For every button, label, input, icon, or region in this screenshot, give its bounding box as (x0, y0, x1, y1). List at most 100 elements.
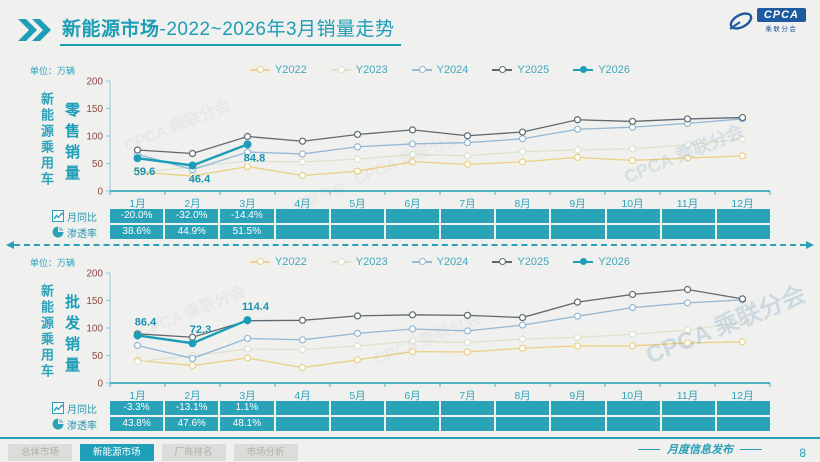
mom-cell (551, 209, 605, 223)
mom-cell (441, 401, 495, 415)
month-label: 6月 (404, 198, 421, 210)
legend-label: Y2024 (436, 64, 469, 76)
page-title-rest: -2022~2026年3月销量走势 (159, 19, 395, 40)
mom-cell: -20.0% (110, 209, 164, 223)
cpca-logo-text: CPCA (756, 8, 806, 22)
mom-cell (661, 401, 715, 415)
penetration-cell (716, 417, 770, 431)
left-arrow-icon (6, 241, 14, 249)
svg-text:50: 50 (92, 351, 104, 362)
mom-cell (716, 209, 770, 223)
footer-note-text: 月度信息发布 (667, 444, 733, 456)
month-label: 2月 (184, 198, 201, 210)
legend-marker-icon (411, 66, 432, 73)
legend-label: Y2024 (436, 256, 469, 268)
penetration-cell (385, 417, 439, 431)
cpca-logo: CPCA 乘联分会 (728, 8, 806, 33)
legend-item-y2026: Y2026 (573, 64, 630, 76)
svg-text:100: 100 (86, 132, 103, 143)
legend-item-y2023: Y2023 (330, 64, 388, 76)
header: 新能源市场-2022~2026年3月销量走势 (18, 14, 401, 46)
legend-marker-icon (492, 66, 513, 73)
penetration-cell: 38.6% (110, 225, 164, 239)
month-label: 1月 (129, 198, 146, 210)
penetration-cell (496, 225, 550, 239)
month-label: 5月 (349, 198, 366, 210)
legend-marker-icon (330, 258, 351, 265)
mom-cell (330, 401, 384, 415)
svg-text:200: 200 (86, 269, 103, 280)
footer-divider (0, 437, 820, 439)
svg-text:86.4: 86.4 (135, 316, 157, 328)
month-label: 5月 (349, 390, 366, 402)
tab-市场分析[interactable]: 市场分析 (233, 444, 298, 461)
month-label: 3月 (239, 198, 256, 210)
penetration-cell (441, 417, 495, 431)
mom-cell: -32.0% (165, 209, 219, 223)
mom-cell (275, 209, 329, 223)
mom-label-text: 月同比 (67, 212, 97, 224)
mom-cell: -3.3% (110, 401, 164, 415)
category-label: 新能源乘用车 (39, 284, 54, 380)
penetration-cell: 51.5% (220, 225, 274, 239)
month-label: 11月 (676, 390, 699, 402)
mom-cell (441, 209, 495, 223)
month-label: 7月 (459, 390, 476, 402)
month-label: 4月 (294, 390, 311, 402)
legend-marker-icon (249, 258, 270, 265)
mom-cell (606, 209, 660, 223)
svg-text:100: 100 (86, 324, 103, 335)
penetration-cell (441, 225, 495, 239)
month-label: 3月 (239, 390, 256, 402)
legend-label: Y2026 (598, 64, 631, 76)
wholesale-month-axis: 1月 2月 3月 4月 5月 6月 7月 8月 9月 10月 11月 12月 (110, 388, 770, 403)
svg-text:150: 150 (86, 104, 103, 115)
month-label: 8月 (514, 390, 531, 402)
legend-item-y2025: Y2025 (492, 64, 549, 76)
penetration-row-label: 渗透率 (52, 225, 108, 240)
month-label: 9月 (569, 198, 586, 210)
svg-text:50: 50 (92, 159, 104, 170)
mom-cell (496, 401, 550, 415)
month-label: 1月 (129, 390, 146, 402)
penetration-cell (551, 225, 605, 239)
mom-cell (716, 401, 770, 415)
svg-text:114.4: 114.4 (242, 301, 270, 313)
penetration-cell (275, 225, 329, 239)
penetration-row: 38.6% 44.9% 51.5% (110, 225, 770, 239)
mom-row: -3.3% -13.1% 1.1% (110, 401, 770, 415)
mom-label-text: 月同比 (67, 404, 97, 416)
mom-row-label: 月同比 (52, 209, 108, 224)
legend-item-y2023: Y2023 (330, 256, 388, 268)
legend-marker-icon (330, 66, 351, 73)
svg-text:0: 0 (97, 187, 103, 198)
tab-新能源市场[interactable]: 新能源市场 (80, 444, 154, 461)
month-label: 7月 (459, 198, 476, 210)
svg-text:84.8: 84.8 (244, 152, 265, 164)
wholesale-chart-legend: Y2022 Y2023 Y2024 Y2025 Y2026 (110, 256, 770, 268)
penetration-row: 43.8% 47.6% 48.1% (110, 417, 770, 431)
mom-cell (661, 209, 715, 223)
legend-label: Y2022 (274, 256, 307, 268)
mom-cell (606, 401, 660, 415)
page-title: 新能源市场-2022~2026年3月销量走势 (60, 14, 401, 46)
month-label: 9月 (569, 390, 586, 402)
svg-text:46.4: 46.4 (189, 173, 211, 185)
category-label: 新能源乘用车 (39, 92, 54, 188)
legend-marker-icon (492, 258, 513, 265)
month-label: 12月 (731, 390, 754, 402)
tab-厂商排名[interactable]: 厂商排名 (161, 444, 226, 461)
legend-label: Y2023 (355, 64, 388, 76)
penetration-cell (496, 417, 550, 431)
legend-item-y2022: Y2022 (249, 256, 307, 268)
unit-label: 单位：万辆 (30, 258, 76, 268)
penetration-cell: 44.9% (165, 225, 219, 239)
retail-line-chart: 0 50 100 150 200 59.6 46.4 84.8 (86, 77, 771, 198)
svg-text:200: 200 (86, 77, 103, 88)
svg-text:72.3: 72.3 (190, 324, 211, 336)
legend-marker-icon (573, 66, 594, 73)
penetration-cell: 48.1% (220, 417, 274, 431)
penetration-cell (275, 417, 329, 431)
tab-总体市场[interactable]: 总体市场 (8, 444, 73, 461)
